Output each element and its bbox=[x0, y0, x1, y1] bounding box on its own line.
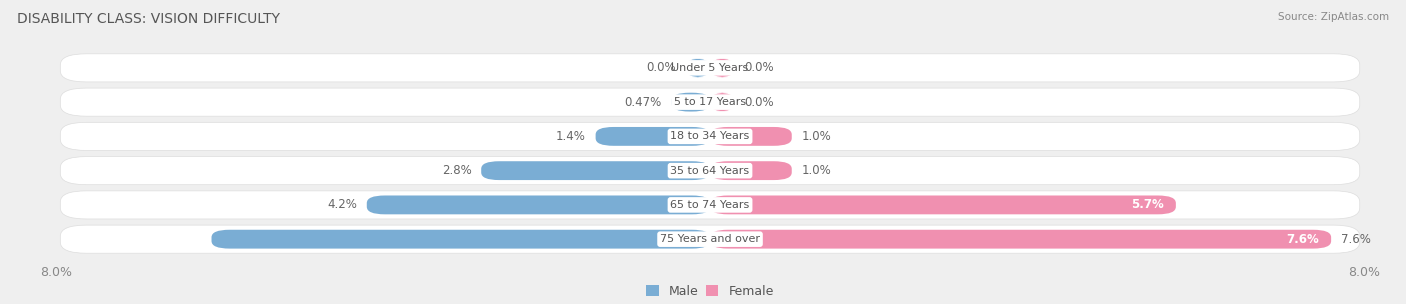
FancyBboxPatch shape bbox=[710, 195, 1175, 214]
Text: 5.7%: 5.7% bbox=[1130, 199, 1164, 211]
FancyBboxPatch shape bbox=[710, 93, 734, 112]
Text: 7.6%: 7.6% bbox=[1341, 233, 1371, 246]
FancyBboxPatch shape bbox=[710, 161, 792, 180]
Text: 1.0%: 1.0% bbox=[801, 130, 831, 143]
FancyBboxPatch shape bbox=[60, 191, 1360, 219]
Text: 0.0%: 0.0% bbox=[647, 61, 676, 74]
Text: 5 to 17 Years: 5 to 17 Years bbox=[673, 97, 747, 107]
Text: DISABILITY CLASS: VISION DIFFICULTY: DISABILITY CLASS: VISION DIFFICULTY bbox=[17, 12, 280, 26]
FancyBboxPatch shape bbox=[60, 88, 1360, 116]
FancyBboxPatch shape bbox=[710, 58, 734, 77]
Text: Source: ZipAtlas.com: Source: ZipAtlas.com bbox=[1278, 12, 1389, 22]
FancyBboxPatch shape bbox=[60, 157, 1360, 185]
FancyBboxPatch shape bbox=[211, 230, 710, 249]
Text: 4.2%: 4.2% bbox=[328, 199, 357, 211]
FancyBboxPatch shape bbox=[596, 127, 710, 146]
FancyBboxPatch shape bbox=[710, 230, 1331, 249]
FancyBboxPatch shape bbox=[686, 58, 710, 77]
FancyBboxPatch shape bbox=[710, 127, 792, 146]
FancyBboxPatch shape bbox=[367, 195, 710, 214]
Text: 18 to 34 Years: 18 to 34 Years bbox=[671, 131, 749, 141]
Text: 65 to 74 Years: 65 to 74 Years bbox=[671, 200, 749, 210]
Text: 2.8%: 2.8% bbox=[441, 164, 471, 177]
Text: 7.6%: 7.6% bbox=[1286, 233, 1319, 246]
Text: 0.0%: 0.0% bbox=[744, 61, 773, 74]
FancyBboxPatch shape bbox=[60, 54, 1360, 82]
Text: 35 to 64 Years: 35 to 64 Years bbox=[671, 166, 749, 176]
Text: 0.0%: 0.0% bbox=[744, 96, 773, 109]
Legend: Male, Female: Male, Female bbox=[641, 280, 779, 303]
Text: Under 5 Years: Under 5 Years bbox=[672, 63, 748, 73]
Text: 0.47%: 0.47% bbox=[624, 96, 662, 109]
Text: 1.4%: 1.4% bbox=[555, 130, 586, 143]
FancyBboxPatch shape bbox=[60, 225, 1360, 253]
Text: 75 Years and over: 75 Years and over bbox=[659, 234, 761, 244]
FancyBboxPatch shape bbox=[481, 161, 710, 180]
FancyBboxPatch shape bbox=[60, 122, 1360, 150]
FancyBboxPatch shape bbox=[672, 93, 710, 112]
Text: 1.0%: 1.0% bbox=[801, 164, 831, 177]
